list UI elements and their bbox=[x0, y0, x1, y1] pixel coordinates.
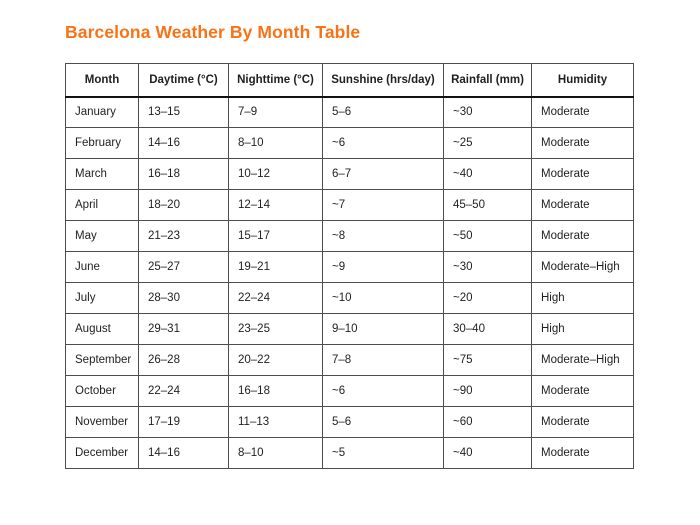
cell-humidity: Moderate bbox=[531, 406, 634, 438]
cell-month: August bbox=[65, 313, 139, 345]
cell-humidity: High bbox=[531, 282, 634, 314]
column-header-humidity: Humidity bbox=[531, 63, 634, 98]
column-header-sunshine: Sunshine (hrs/day) bbox=[322, 63, 444, 98]
cell-sunshine: 9–10 bbox=[322, 313, 444, 345]
cell-sunshine: 5–6 bbox=[322, 96, 444, 128]
cell-rainfall: ~30 bbox=[443, 251, 532, 283]
cell-humidity: Moderate bbox=[531, 375, 634, 407]
cell-sunshine: ~6 bbox=[322, 127, 444, 159]
column-header-nighttime: Nighttime (°C) bbox=[228, 63, 323, 98]
cell-daytime: 28–30 bbox=[138, 282, 229, 314]
cell-month: November bbox=[65, 406, 139, 438]
cell-humidity: High bbox=[531, 313, 634, 345]
cell-month: February bbox=[65, 127, 139, 159]
cell-sunshine: ~5 bbox=[322, 437, 444, 469]
cell-daytime: 21–23 bbox=[138, 220, 229, 252]
table-row: July 28–30 22–24 ~10 ~20 High bbox=[65, 282, 634, 314]
cell-daytime: 16–18 bbox=[138, 158, 229, 190]
cell-daytime: 18–20 bbox=[138, 189, 229, 221]
cell-sunshine: 6–7 bbox=[322, 158, 444, 190]
weather-table-header: Month Daytime (°C) Nighttime (°C) Sunshine … bbox=[65, 63, 634, 98]
cell-daytime: 14–16 bbox=[138, 437, 229, 469]
column-header-rainfall: Rainfall (mm) bbox=[443, 63, 532, 98]
table-row: October 22–24 16–18 ~6 ~90 Moderate bbox=[65, 375, 634, 407]
cell-rainfall: ~20 bbox=[443, 282, 532, 314]
cell-daytime: 14–16 bbox=[138, 127, 229, 159]
table-row: January 13–15 7–9 5–6 ~30 Moderate bbox=[65, 96, 634, 128]
cell-humidity: Moderate bbox=[531, 158, 634, 190]
cell-month: December bbox=[65, 437, 139, 469]
cell-rainfall: ~40 bbox=[443, 437, 532, 469]
cell-month: May bbox=[65, 220, 139, 252]
cell-month: October bbox=[65, 375, 139, 407]
column-header-daytime: Daytime (°C) bbox=[138, 63, 229, 98]
header-row: Month Daytime (°C) Nighttime (°C) Sunshine … bbox=[65, 63, 634, 98]
table-row: May 21–23 15–17 ~8 ~50 Moderate bbox=[65, 220, 634, 252]
cell-sunshine: 5–6 bbox=[322, 406, 444, 438]
table-row: April 18–20 12–14 ~7 45–50 Moderate bbox=[65, 189, 634, 221]
cell-month: March bbox=[65, 158, 139, 190]
cell-nighttime: 15–17 bbox=[228, 220, 323, 252]
cell-nighttime: 16–18 bbox=[228, 375, 323, 407]
cell-humidity: Moderate bbox=[531, 189, 634, 221]
cell-sunshine: 7–8 bbox=[322, 344, 444, 376]
cell-nighttime: 12–14 bbox=[228, 189, 323, 221]
table-row: February 14–16 8–10 ~6 ~25 Moderate bbox=[65, 127, 634, 159]
table-row: November 17–19 11–13 5–6 ~60 Moderate bbox=[65, 406, 634, 438]
cell-daytime: 17–19 bbox=[138, 406, 229, 438]
cell-sunshine: ~7 bbox=[322, 189, 444, 221]
cell-nighttime: 8–10 bbox=[228, 437, 323, 469]
cell-nighttime: 20–22 bbox=[228, 344, 323, 376]
table-row: August 29–31 23–25 9–10 30–40 High bbox=[65, 313, 634, 345]
cell-nighttime: 22–24 bbox=[228, 282, 323, 314]
cell-sunshine: ~10 bbox=[322, 282, 444, 314]
cell-nighttime: 19–21 bbox=[228, 251, 323, 283]
page-title: Barcelona Weather By Month Table bbox=[65, 22, 361, 42]
column-header-month: Month bbox=[65, 63, 139, 98]
cell-rainfall: ~90 bbox=[443, 375, 532, 407]
weather-table: Month Daytime (°C) Nighttime (°C) Sunshine … bbox=[65, 63, 634, 469]
cell-month: June bbox=[65, 251, 139, 283]
weather-table-body: January 13–15 7–9 5–6 ~30 Moderate February 14–… bbox=[65, 96, 634, 469]
cell-daytime: 26–28 bbox=[138, 344, 229, 376]
cell-nighttime: 11–13 bbox=[228, 406, 323, 438]
cell-rainfall: 30–40 bbox=[443, 313, 532, 345]
cell-rainfall: ~40 bbox=[443, 158, 532, 190]
cell-rainfall: ~50 bbox=[443, 220, 532, 252]
cell-rainfall: ~60 bbox=[443, 406, 532, 438]
cell-sunshine: ~6 bbox=[322, 375, 444, 407]
table-row: March 16–18 10–12 6–7 ~40 Moderate bbox=[65, 158, 634, 190]
cell-daytime: 25–27 bbox=[138, 251, 229, 283]
cell-humidity: Moderate–High bbox=[531, 251, 634, 283]
cell-humidity: Moderate bbox=[531, 437, 634, 469]
cell-month: July bbox=[65, 282, 139, 314]
cell-sunshine: ~8 bbox=[322, 220, 444, 252]
cell-rainfall: 45–50 bbox=[443, 189, 532, 221]
table-row: June 25–27 19–21 ~9 ~30 Moderate–High bbox=[65, 251, 634, 283]
cell-nighttime: 10–12 bbox=[228, 158, 323, 190]
cell-humidity: Moderate bbox=[531, 96, 634, 128]
cell-nighttime: 8–10 bbox=[228, 127, 323, 159]
table-row: December 14–16 8–10 ~5 ~40 Moderate bbox=[65, 437, 634, 469]
cell-month: January bbox=[65, 96, 139, 128]
table-row: September 26–28 20–22 7–8 ~75 Moderate–High bbox=[65, 344, 634, 376]
cell-sunshine: ~9 bbox=[322, 251, 444, 283]
cell-rainfall: ~25 bbox=[443, 127, 532, 159]
cell-rainfall: ~30 bbox=[443, 96, 532, 128]
cell-daytime: 13–15 bbox=[138, 96, 229, 128]
cell-humidity: Moderate bbox=[531, 220, 634, 252]
cell-humidity: Moderate–High bbox=[531, 344, 634, 376]
cell-humidity: Moderate bbox=[531, 127, 634, 159]
cell-nighttime: 23–25 bbox=[228, 313, 323, 345]
cell-month: April bbox=[65, 189, 139, 221]
cell-daytime: 22–24 bbox=[138, 375, 229, 407]
cell-rainfall: ~75 bbox=[443, 344, 532, 376]
cell-daytime: 29–31 bbox=[138, 313, 229, 345]
cell-month: September bbox=[65, 344, 139, 376]
cell-nighttime: 7–9 bbox=[228, 96, 323, 128]
